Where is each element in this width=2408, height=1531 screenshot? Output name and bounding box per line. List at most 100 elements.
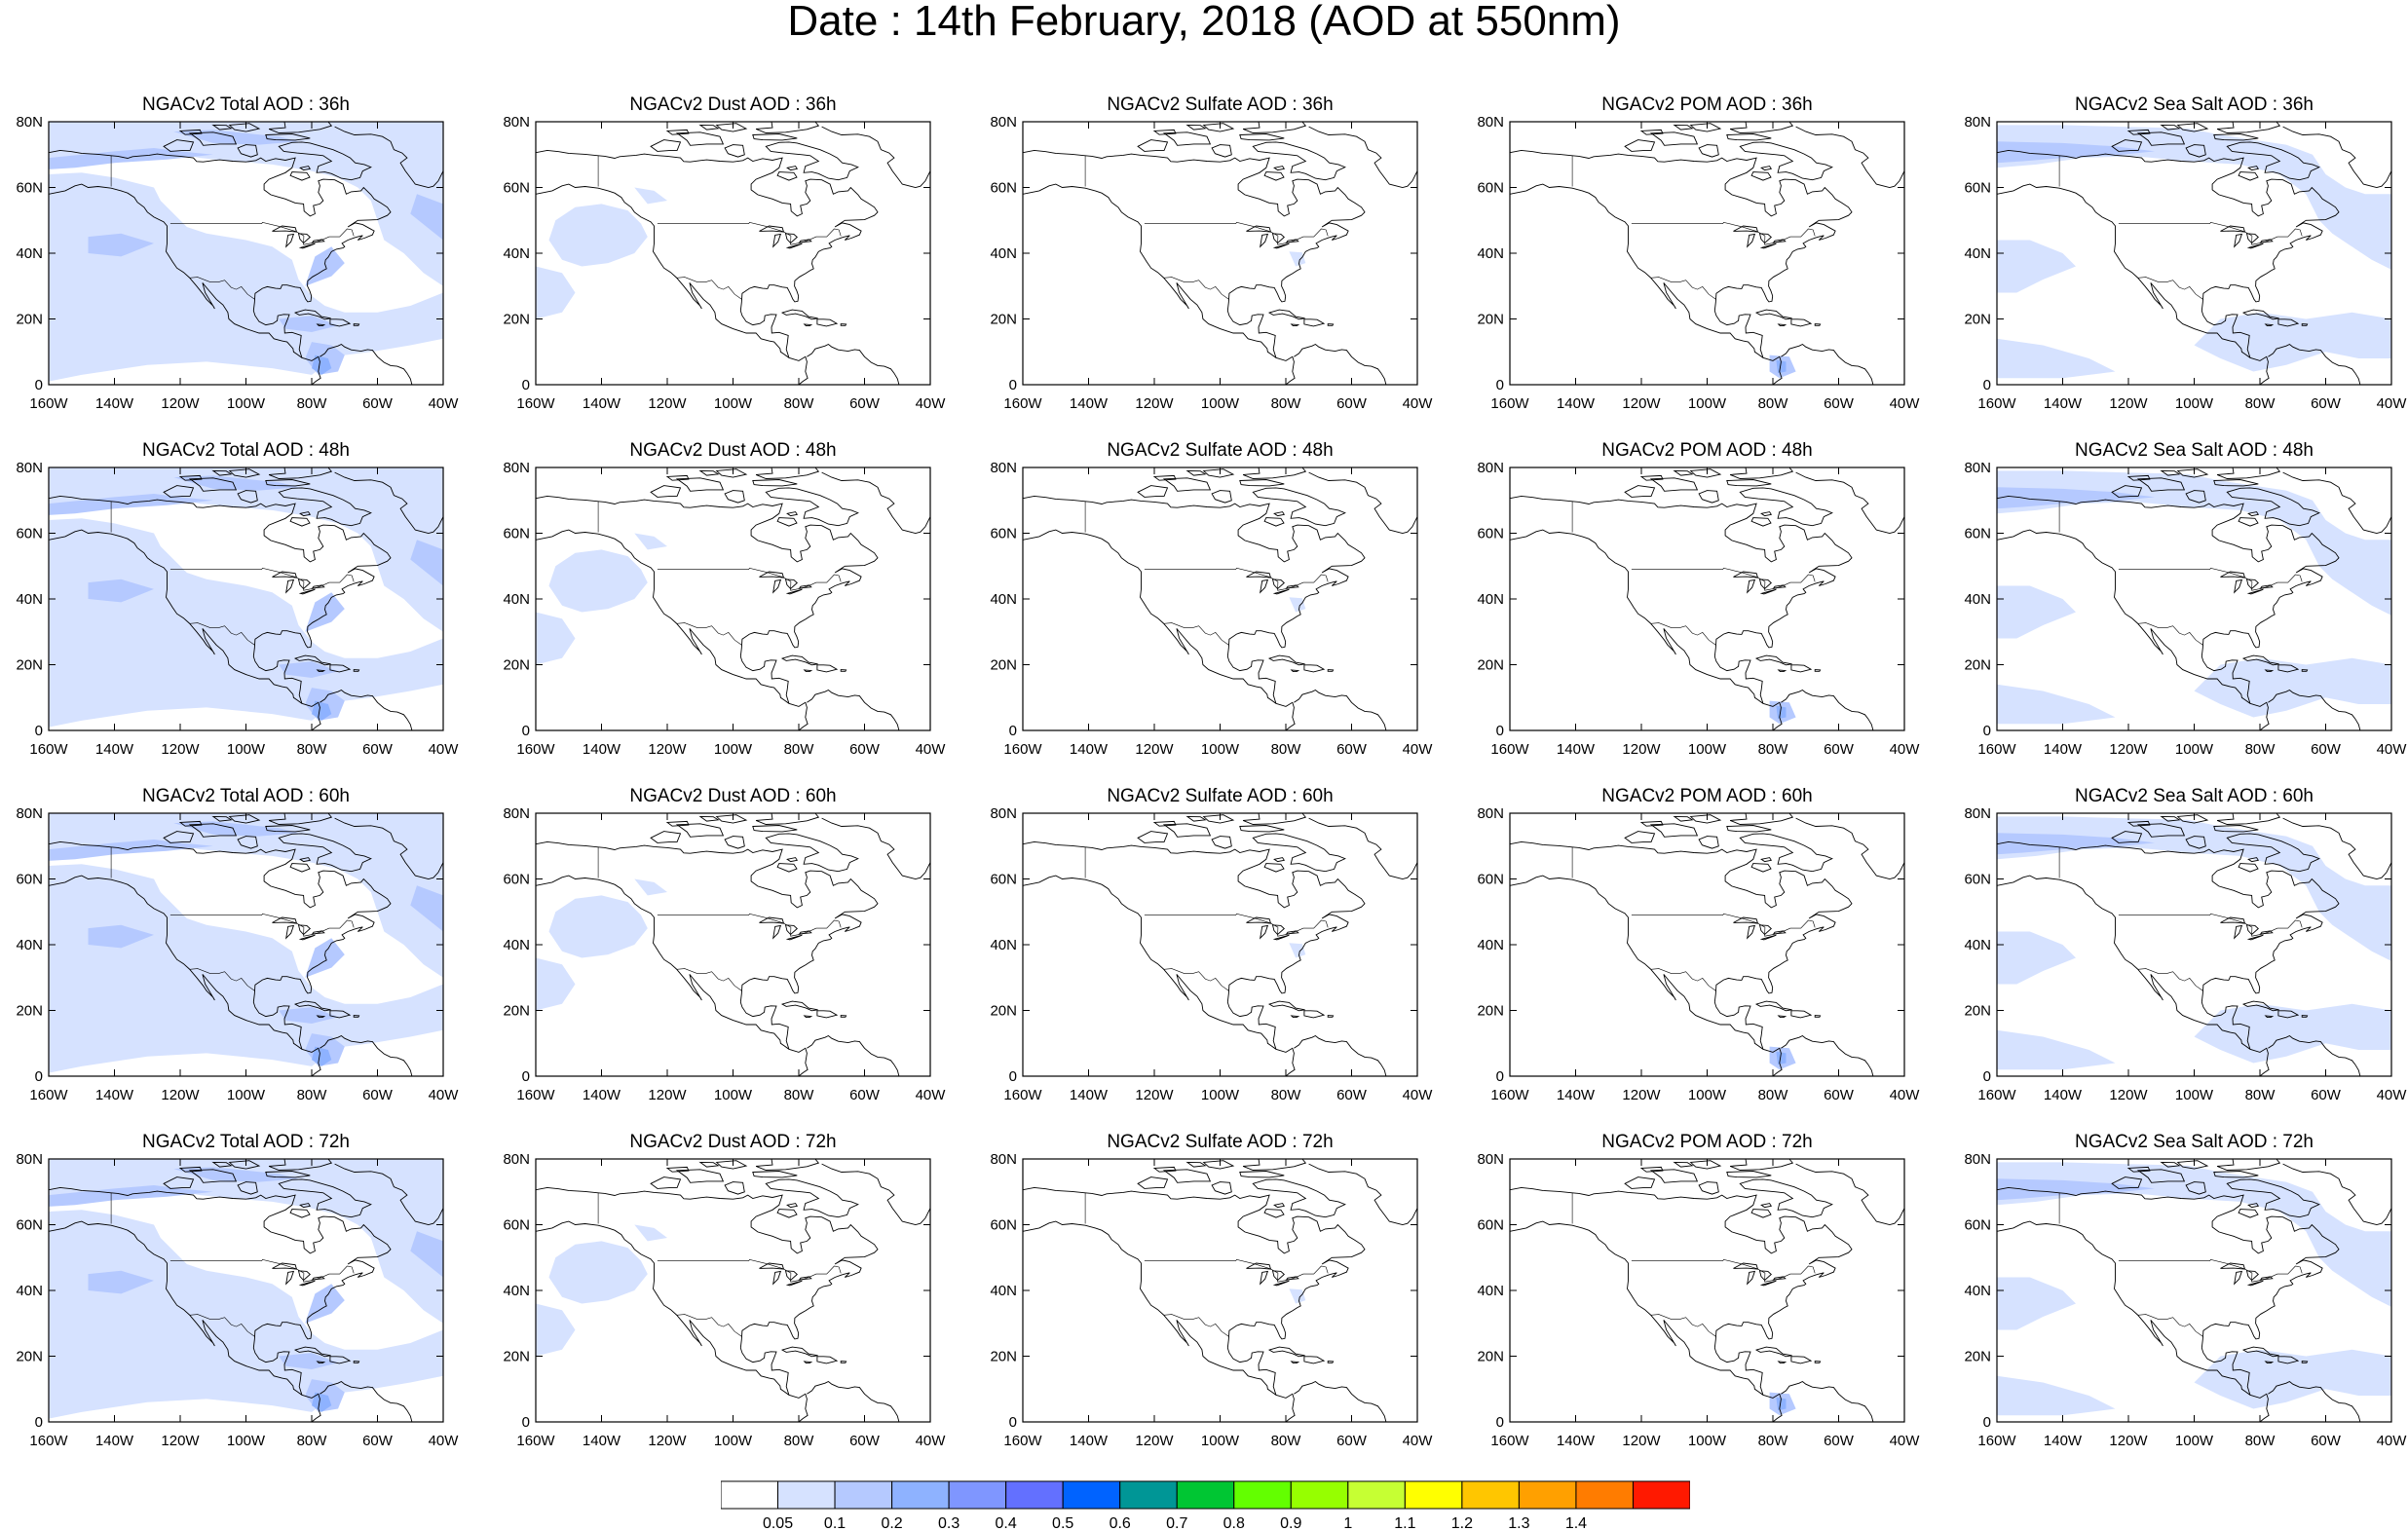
us-mexico-border [676, 968, 743, 991]
aod-shading [173, 821, 299, 837]
lon-tick-label: 120W [648, 741, 687, 758]
east-coastline [1997, 840, 2340, 1050]
lon-tick-label: 120W [648, 1087, 687, 1103]
lon-tick-label: 80W [297, 395, 328, 412]
aod-shading [1997, 585, 2076, 639]
lon-tick-label: 140W [583, 1433, 621, 1449]
arctic-island [2136, 823, 2186, 838]
arctic-island [211, 815, 233, 822]
coastlines [1023, 813, 1417, 1076]
lon-tick-label: 120W [648, 395, 687, 412]
great-lake [1260, 924, 1269, 940]
lon-tick-label: 100W [714, 1433, 753, 1449]
great-lake [2246, 934, 2264, 941]
greenland-coast [1308, 1159, 1417, 1225]
map-panel: NGACv2 Sulfate AOD : 72h 160W 140W 120W 100W… [990, 1130, 1510, 1475]
caribbean-island [329, 1356, 352, 1364]
panel-title: NGACv2 Dust AOD : 72h [629, 1132, 836, 1152]
east-coastline [49, 840, 392, 1050]
great-lake [798, 584, 812, 589]
caribbean-island [353, 1361, 360, 1363]
lon-tick-label: 60W [849, 1433, 881, 1449]
greenland-coast [1308, 467, 1417, 534]
lat-tick-label: 20N [16, 312, 43, 328]
lon-tick-label: 160W [1490, 395, 1529, 412]
tick-marks [535, 1158, 931, 1423]
arctic-island [265, 479, 311, 487]
arctic-island [1152, 1166, 1177, 1173]
aod-shading [49, 813, 443, 978]
tick-marks [1996, 467, 2392, 731]
caribbean-island [353, 1015, 360, 1018]
caribbean-island [1267, 309, 1305, 320]
aod-field-layer [536, 1224, 667, 1357]
lat-tick-label: 60N [1964, 872, 1991, 888]
arctic-island [2247, 511, 2260, 517]
map-panel-svg: NGACv2 Sea Salt AOD : 48h 160W 140W 120W 100… [1964, 440, 2408, 758]
us-mexico-border [1163, 1314, 1230, 1337]
caribbean-island [840, 1361, 847, 1363]
panel-title: NGACv2 Total AOD : 72h [142, 1132, 350, 1152]
lat-tick-label: 20N [990, 1003, 1017, 1020]
lon-tick-label: 160W [1490, 1433, 1529, 1449]
lon-tick-label: 80W [1271, 395, 1302, 412]
aod-shading [634, 533, 667, 550]
great-lake [1246, 571, 1272, 579]
lat-tick-label: 0 [1983, 723, 1991, 739]
arctic-island [163, 139, 195, 152]
arctic-island [1729, 813, 1794, 825]
east-coastline [1510, 495, 1853, 704]
arctic-island [776, 1209, 798, 1218]
arctic-island [776, 863, 798, 873]
lon-tick-label: 60W [362, 395, 394, 412]
arctic-island [211, 1161, 233, 1168]
colorbar-swatch [721, 1480, 779, 1510]
greenland-coast [821, 467, 930, 534]
us-mexico-border [189, 277, 256, 300]
west-coastline [1510, 875, 1783, 1076]
great-lake [1271, 924, 1285, 936]
south-america-coast [807, 1380, 900, 1422]
lat-tick-label: 0 [1009, 1068, 1017, 1085]
us-mexico-border [2137, 968, 2204, 991]
baffin-island [278, 141, 372, 181]
west-coastline [536, 529, 809, 730]
lat-tick-label: 80N [503, 1151, 530, 1168]
aod-field-layer [1289, 597, 1306, 613]
aod-shading [2194, 657, 2391, 718]
great-lake [1772, 584, 1787, 589]
arctic-island [2238, 863, 2259, 873]
arctic-island [2136, 477, 2186, 492]
aod-shading [49, 518, 443, 728]
coastlines [1997, 1159, 2391, 1422]
lon-tick-label: 80W [784, 1433, 815, 1449]
lon-tick-label: 40W [2377, 741, 2408, 758]
great-lake [1758, 1270, 1772, 1282]
lon-tick-label: 60W [362, 1433, 394, 1449]
great-lake [285, 924, 295, 940]
arctic-island [786, 1203, 799, 1209]
aod-shading [536, 266, 576, 319]
baffin-island [2226, 141, 2320, 181]
arctic-island [752, 479, 798, 487]
arctic-island [1211, 144, 1232, 158]
arctic-island [265, 825, 311, 833]
greenland-coast [1308, 122, 1417, 188]
caribbean-island [1290, 1361, 1300, 1364]
colorbar-swatch [1347, 1480, 1406, 1510]
baffin-island [278, 1178, 372, 1218]
lon-tick-label: 160W [1003, 395, 1042, 412]
aod-field-layer [1769, 1046, 1796, 1070]
lon-tick-label: 100W [227, 1087, 266, 1103]
aod-field-layer [1769, 700, 1796, 725]
colorbar-label: 1.2 [1451, 1515, 1473, 1531]
lat-tick-label: 20N [1964, 1003, 1991, 1020]
greenland-coast [821, 813, 930, 879]
aod-field-layer [1997, 470, 2391, 725]
lat-tick-label: 40N [1477, 1283, 1504, 1299]
arctic-island [1242, 813, 1307, 825]
arctic-island [1162, 1169, 1212, 1183]
aod-shading [279, 316, 338, 332]
arctic-island [1750, 517, 1772, 527]
aod-shading [536, 612, 576, 665]
